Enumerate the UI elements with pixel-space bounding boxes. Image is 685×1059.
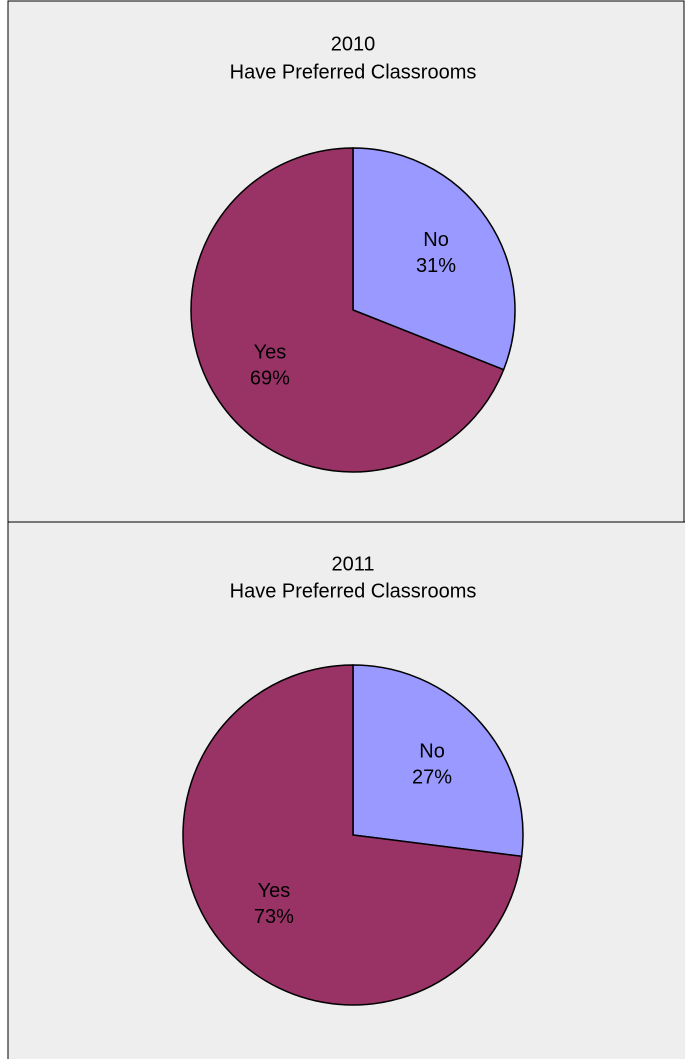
chart-subtitle: Have Preferred Classrooms: [230, 61, 477, 83]
slice-value-label: 31%: [416, 255, 456, 277]
pie-slice: [190, 147, 505, 473]
chart-title: 2011: [331, 553, 374, 575]
pie-slice: [182, 664, 523, 1006]
slice-category: No: [423, 229, 449, 251]
pie-slice: [352, 147, 516, 371]
slice-value-label: 73%: [254, 906, 294, 928]
slice-value-label: 69%: [250, 368, 290, 390]
slice-value-label: 27%: [412, 767, 452, 789]
slice-category: No: [419, 741, 445, 763]
slice-category: Yes: [254, 342, 287, 364]
chart-title: 2010: [331, 33, 376, 55]
pie-slice: [352, 664, 524, 858]
slice-category: Yes: [258, 880, 291, 902]
chart-subtitle: Have Preferred Classrooms: [230, 580, 477, 602]
